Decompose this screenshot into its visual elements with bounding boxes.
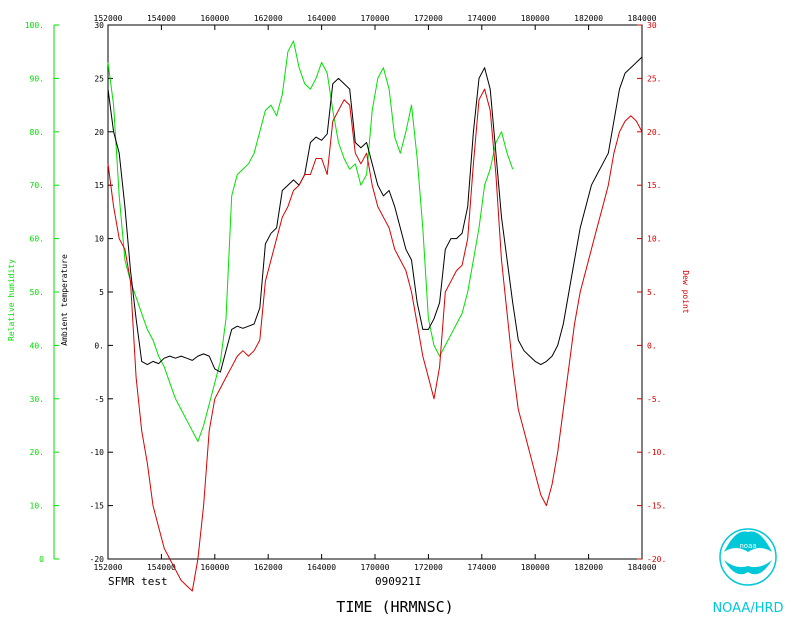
humidity-tick-label: 90. bbox=[30, 74, 44, 83]
humidity-tick-label: 50. bbox=[30, 288, 44, 297]
temperature-tick-label: 20 bbox=[94, 128, 104, 137]
footer-center-label: 090921I bbox=[375, 575, 421, 588]
dewpoint-tick-label: 0. bbox=[647, 341, 657, 350]
x-tick-label-bottom: 184000 bbox=[628, 563, 657, 572]
noaa-logo-badge: noaa bbox=[739, 542, 756, 550]
x-tick-label-bottom: 172000 bbox=[414, 563, 443, 572]
x-tick-label-top: 152000 bbox=[94, 14, 123, 23]
temperature-series-line bbox=[107, 56, 643, 373]
x-tick-label-top: 154000 bbox=[147, 14, 176, 23]
noaa-logo-caption: NOAA/HRD bbox=[712, 601, 783, 616]
dewpoint-axis-title: Dew point bbox=[681, 270, 690, 314]
temperature-tick-label: -5 bbox=[94, 395, 104, 404]
humidity-tick-label: 70. bbox=[30, 181, 44, 190]
x-tick-label-top: 172000 bbox=[414, 14, 443, 23]
humidity-tick-label: 10. bbox=[30, 502, 44, 511]
x-axis-bottom: 152000 154000 160000 162000 164000 170000 1720… bbox=[94, 554, 657, 572]
temperature-tick-label: 15 bbox=[94, 181, 104, 190]
humidity-tick-label: 100. bbox=[25, 21, 44, 30]
dewpoint-tick-label: -15. bbox=[647, 502, 666, 511]
temperature-tick-label: 5 bbox=[99, 288, 104, 297]
dewpoint-tick-label: 10. bbox=[647, 235, 661, 244]
x-tick-label-top: 164000 bbox=[307, 14, 336, 23]
temperature-tick-label: -20 bbox=[90, 555, 105, 564]
x-tick-label-bottom: 182000 bbox=[574, 563, 603, 572]
humidity-tick-label: 60. bbox=[30, 235, 44, 244]
temperature-tick-label: 25 bbox=[94, 74, 104, 83]
x-tick-label-top: 174000 bbox=[467, 14, 496, 23]
x-tick-label-top: 160000 bbox=[200, 14, 229, 23]
dewpoint-tick-label: -10. bbox=[647, 448, 666, 457]
noaa-logo: noaa NOAA/HRD bbox=[712, 528, 784, 616]
x-tick-label-top: 182000 bbox=[574, 14, 603, 23]
humidity-axis-title: Relative humidity bbox=[7, 259, 16, 341]
footer-left-label: SFMR test bbox=[108, 575, 168, 588]
temperature-tick-label: -15 bbox=[90, 502, 105, 511]
temperature-tick-label: 0. bbox=[94, 341, 104, 350]
noaa-logo-ring bbox=[719, 528, 777, 586]
noaa-wave-icon bbox=[724, 560, 772, 575]
x-tick-label-bottom: 154000 bbox=[147, 563, 176, 572]
x-tick-label-top: 180000 bbox=[521, 14, 550, 23]
temperature-axis-title: Ambient temperature bbox=[60, 254, 69, 346]
x-tick-label-bottom: 170000 bbox=[361, 563, 390, 572]
humidity-tick-label: 80. bbox=[30, 128, 44, 137]
x-axis-top: 152000 154000 160000 162000 164000 170000 1720… bbox=[94, 14, 657, 30]
x-tick-label-bottom: 180000 bbox=[521, 563, 550, 572]
x-tick-label-bottom: 174000 bbox=[467, 563, 496, 572]
dewpoint-tick-label: 15. bbox=[647, 181, 661, 190]
temperature-axis: 30 25 20 15 10 5 0. -5 -10 -15 -20 bbox=[90, 21, 113, 564]
x-tick-label-bottom: 152000 bbox=[94, 563, 123, 572]
dewpoint-tick-label: 30 bbox=[647, 21, 657, 30]
x-tick-label-bottom: 160000 bbox=[200, 563, 229, 572]
dewpoint-tick-label: 25. bbox=[647, 74, 661, 83]
temperature-tick-label: -10 bbox=[90, 448, 105, 457]
plot-frame bbox=[107, 24, 643, 560]
x-tick-label-top: 184000 bbox=[628, 14, 657, 23]
humidity-tick-label: 30. bbox=[30, 395, 44, 404]
dewpoint-tick-label: 20. bbox=[647, 128, 661, 137]
humidity-tick-label: 40. bbox=[30, 341, 44, 350]
temperature-tick-label: 10 bbox=[94, 235, 104, 244]
series-group bbox=[107, 40, 643, 592]
x-tick-label-top: 162000 bbox=[254, 14, 283, 23]
x-tick-label-top: 170000 bbox=[361, 14, 390, 23]
humidity-tick-label: 0 bbox=[39, 555, 44, 564]
temperature-tick-label: 30 bbox=[94, 21, 104, 30]
dewpoint-tick-label: -5. bbox=[647, 395, 661, 404]
x-tick-label-bottom: 164000 bbox=[307, 563, 336, 572]
x-axis-title: TIME (HRMNSC) bbox=[336, 598, 453, 616]
noaa-bird-icon bbox=[724, 531, 772, 552]
humidity-series-line bbox=[107, 40, 514, 442]
dewpoint-tick-label: 5. bbox=[647, 288, 657, 297]
dewpoint-series-line bbox=[107, 88, 643, 592]
humidity-axis: 100. 90. 80. 70. 60. 50. 40. 30. 20. 10. 0 bbox=[25, 21, 59, 564]
humidity-tick-label: 20. bbox=[30, 448, 44, 457]
dewpoint-tick-label: -20. bbox=[647, 555, 666, 564]
dewpoint-axis: 30 25. 20. 15. 10. 5. 0. -5. -10. -15. -20. bbox=[637, 21, 666, 564]
x-tick-label-bottom: 162000 bbox=[254, 563, 283, 572]
